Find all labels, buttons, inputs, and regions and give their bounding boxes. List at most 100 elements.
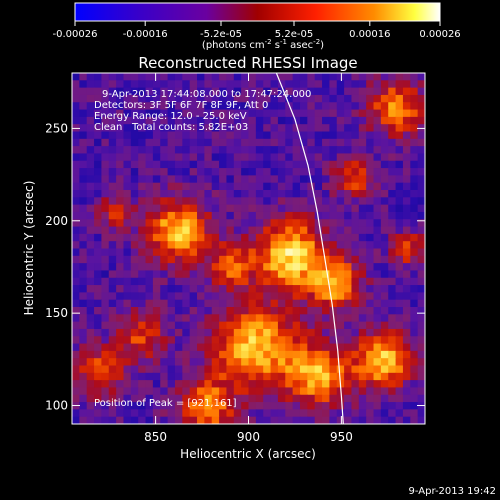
image-pixel	[189, 80, 198, 89]
image-pixel	[233, 292, 242, 301]
image-pixel	[116, 204, 125, 213]
image-pixel	[233, 263, 242, 272]
image-pixel	[233, 343, 242, 352]
image-pixel	[255, 394, 264, 403]
image-pixel	[189, 270, 198, 279]
image-pixel	[248, 138, 257, 147]
image-pixel	[204, 241, 213, 250]
image-pixel	[402, 226, 411, 235]
image-pixel	[255, 124, 264, 133]
image-pixel	[86, 197, 95, 206]
image-pixel	[388, 175, 397, 184]
image-pixel	[299, 321, 308, 330]
image-pixel	[226, 372, 235, 381]
image-pixel	[299, 241, 308, 250]
image-pixel	[344, 146, 353, 155]
image-pixel	[351, 233, 360, 242]
image-pixel	[197, 241, 205, 250]
y-tick-label: 200	[45, 214, 68, 228]
image-pixel	[263, 87, 272, 96]
image-pixel	[108, 168, 117, 176]
image-pixel	[263, 270, 272, 279]
image-pixel	[292, 219, 301, 228]
image-pixel	[263, 416, 272, 424]
image-pixel	[299, 102, 308, 111]
image-pixel	[189, 197, 198, 206]
image-pixel	[123, 138, 132, 147]
image-pixel	[160, 87, 169, 96]
image-pixel	[410, 277, 419, 286]
image-pixel	[358, 255, 367, 264]
image-pixel	[116, 175, 125, 184]
image-pixel	[189, 175, 198, 184]
image-pixel	[417, 116, 425, 125]
image-pixel	[277, 365, 286, 374]
image-pixel	[344, 175, 353, 184]
image-pixel	[72, 350, 80, 359]
image-pixel	[79, 336, 88, 345]
image-pixel	[417, 204, 425, 213]
image-pixel	[336, 87, 345, 96]
image-pixel	[417, 263, 425, 272]
image-pixel	[174, 277, 183, 286]
image-pixel	[307, 226, 316, 235]
image-pixel	[248, 233, 257, 242]
image-pixel	[380, 394, 389, 403]
image-pixel	[174, 314, 183, 323]
image-pixel	[373, 270, 382, 279]
image-pixel	[160, 321, 169, 330]
image-pixel	[358, 321, 367, 330]
image-pixel	[270, 241, 279, 250]
image-pixel	[174, 248, 183, 257]
image-pixel	[388, 146, 397, 155]
image-pixel	[358, 263, 367, 272]
image-pixel	[108, 263, 117, 272]
image-pixel	[366, 248, 375, 257]
image-pixel	[358, 153, 367, 162]
image-pixel	[189, 182, 198, 191]
image-pixel	[380, 153, 389, 162]
image-pixel	[211, 197, 220, 206]
image-pixel	[373, 73, 382, 81]
image-pixel	[329, 182, 338, 191]
image-pixel	[101, 255, 110, 264]
image-pixel	[336, 248, 345, 257]
image-pixel	[373, 402, 382, 410]
image-pixel	[79, 307, 88, 315]
image-pixel	[130, 336, 139, 345]
image-pixel	[322, 402, 330, 410]
image-pixel	[285, 270, 294, 279]
image-pixel	[79, 226, 88, 235]
image-pixel	[94, 336, 103, 345]
image-pixel	[86, 241, 95, 250]
image-pixel	[314, 233, 323, 242]
image-pixel	[322, 94, 330, 103]
image-pixel	[189, 372, 198, 381]
image-pixel	[145, 263, 154, 272]
image-pixel	[138, 292, 147, 301]
image-pixel	[285, 73, 294, 81]
image-pixel	[307, 350, 316, 359]
image-pixel	[211, 102, 220, 111]
image-pixel	[314, 116, 323, 125]
image-pixel	[292, 190, 301, 198]
image-pixel	[94, 255, 103, 264]
image-pixel	[116, 197, 125, 206]
image-pixel	[380, 168, 389, 176]
image-pixel	[255, 350, 264, 359]
image-pixel	[395, 299, 404, 308]
image-pixel	[292, 109, 301, 118]
image-pixel	[123, 270, 132, 279]
image-pixel	[351, 94, 360, 103]
image-pixel	[248, 336, 257, 345]
image-pixel	[72, 241, 80, 250]
image-pixel	[351, 387, 360, 396]
image-pixel	[86, 358, 95, 367]
image-pixel	[248, 285, 257, 293]
image-pixel	[255, 168, 264, 176]
image-pixel	[380, 197, 389, 206]
image-pixel	[299, 350, 308, 359]
image-pixel	[277, 175, 286, 184]
image-pixel	[145, 80, 154, 89]
image-pixel	[130, 211, 139, 220]
